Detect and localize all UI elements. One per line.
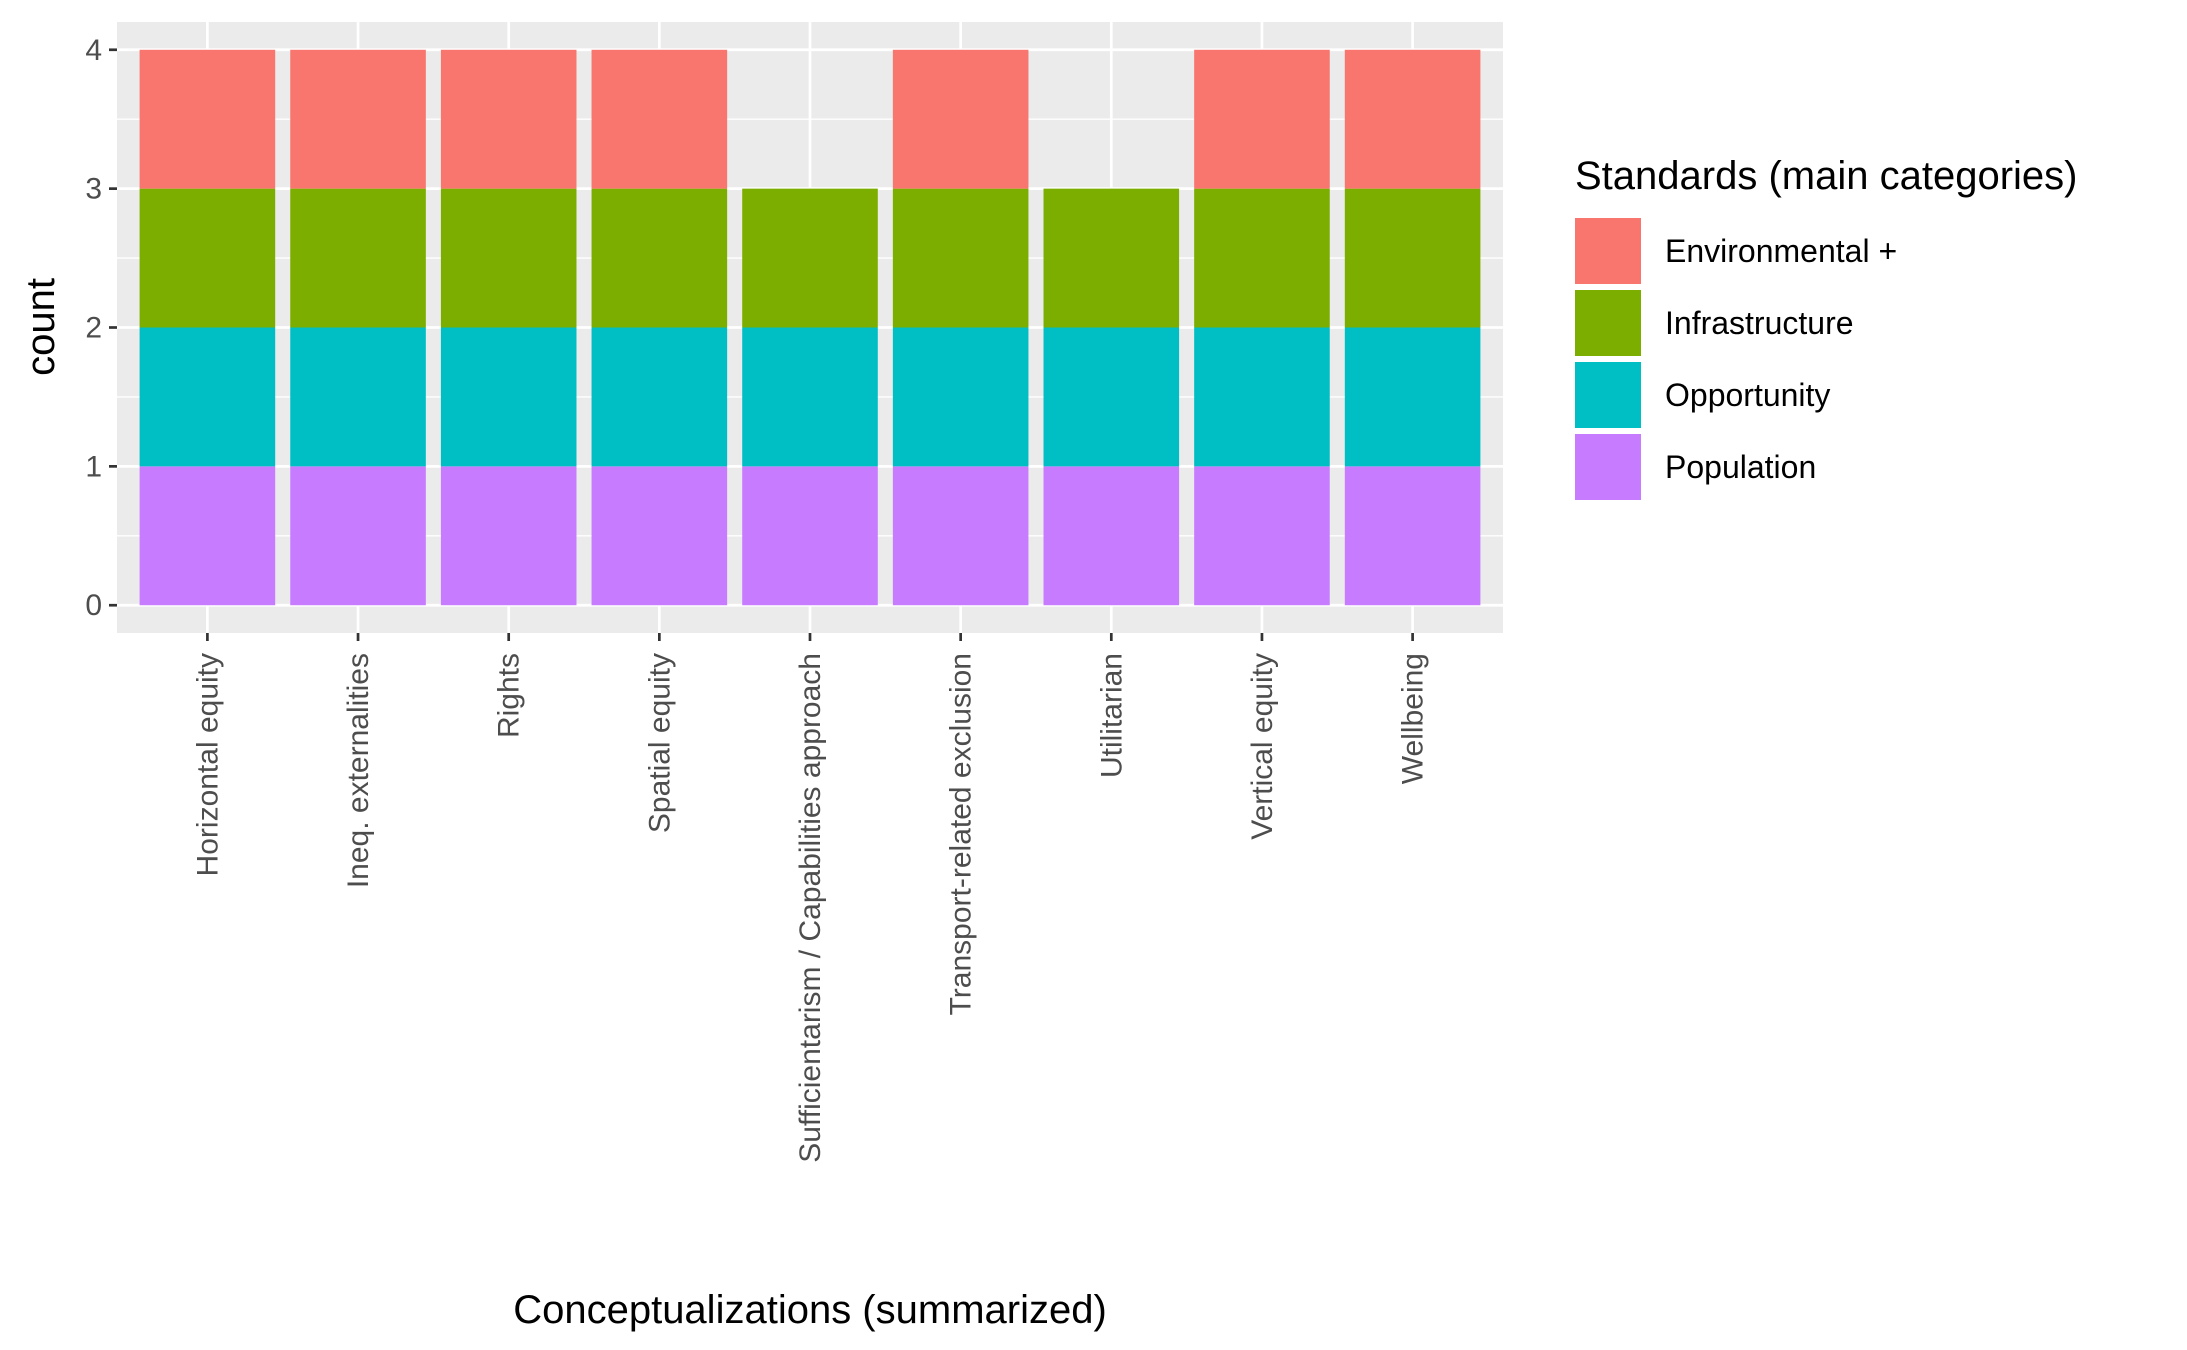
bar-segment	[440, 466, 577, 606]
bar-segment	[290, 188, 426, 328]
bar-segment	[892, 49, 1029, 189]
bar-segment	[1344, 466, 1481, 606]
bar-segment	[892, 327, 1029, 467]
bar-segment	[892, 466, 1029, 606]
bar-segment	[1194, 466, 1330, 606]
x-tick-label: Transport-related exclusion	[945, 653, 978, 1015]
legend-label: Environmental +	[1665, 233, 1897, 269]
legend-key	[1575, 218, 1641, 284]
legend-key	[1575, 434, 1641, 500]
bar-segment	[1194, 49, 1330, 189]
x-tick-label: Sufficientarism / Capabilities approach	[794, 653, 827, 1163]
legend-key	[1575, 362, 1641, 428]
y-tick-label: 3	[85, 173, 102, 206]
bar-segment	[440, 188, 577, 328]
y-tick-label: 4	[85, 34, 102, 67]
legend-key	[1575, 290, 1641, 356]
bar-segment	[591, 188, 728, 328]
legend-label: Infrastructure	[1665, 305, 1854, 341]
x-tick-label: Utilitarian	[1095, 653, 1128, 778]
x-tick-label: Spatial equity	[643, 653, 676, 833]
legend-label: Population	[1665, 449, 1816, 485]
axes: 0 1 2 3 4 Horizontal equity Ineq. externalitie…	[85, 34, 1429, 1163]
bar-segment	[892, 188, 1029, 328]
bar-segment	[139, 188, 276, 328]
bar-segment	[139, 327, 276, 467]
x-tick-label: Horizontal equity	[191, 653, 224, 876]
bar-segment	[440, 327, 577, 467]
bar-segment	[290, 466, 426, 606]
bar-segment	[591, 49, 728, 189]
bar-segment	[1043, 466, 1180, 606]
x-tick-label: Ineq. externalities	[342, 653, 375, 888]
bar-segment	[440, 49, 577, 189]
x-tick-label: Rights	[493, 653, 526, 738]
bar-segment	[139, 49, 276, 189]
bar-segment	[1194, 327, 1330, 467]
legend-title: Standards (main categories)	[1575, 154, 2077, 198]
bar-segment	[290, 327, 426, 467]
bar-segment	[139, 466, 276, 606]
bar-segment	[1344, 327, 1481, 467]
bar-segment	[742, 188, 878, 328]
y-axis-title: count	[19, 278, 63, 376]
legend: Standards (main categories) Environmenta…	[1575, 154, 2077, 500]
bar-segment	[290, 49, 426, 189]
bar-segment	[1344, 49, 1481, 189]
x-axis-title: Conceptualizations (summarized)	[513, 1288, 1107, 1332]
y-tick-label: 1	[85, 450, 102, 483]
bar-segment	[1194, 188, 1330, 328]
bar-segment	[591, 327, 728, 467]
bar-segment	[1043, 327, 1180, 467]
bars	[139, 49, 1481, 606]
y-tick-label: 2	[85, 312, 102, 345]
x-tick-label: Wellbeing	[1397, 653, 1430, 784]
bar-segment	[742, 327, 878, 467]
bar-segment	[1344, 188, 1481, 328]
bar-segment	[591, 466, 728, 606]
legend-label: Opportunity	[1665, 377, 1830, 413]
x-tick-label: Vertical equity	[1246, 653, 1279, 840]
bar-segment	[742, 466, 878, 606]
y-tick-label: 0	[85, 589, 102, 622]
bar-segment	[1043, 188, 1180, 328]
